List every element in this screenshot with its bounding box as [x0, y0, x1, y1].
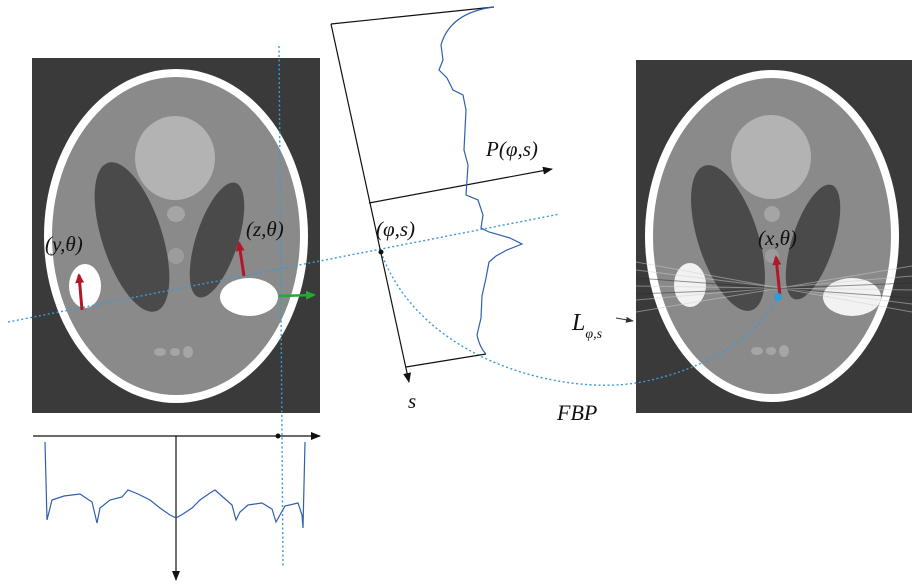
label-line-L: Lφ,s: [571, 310, 603, 342]
label-line-L-main: L: [571, 310, 585, 336]
green-arrow: [279, 295, 314, 296]
label-s-axis: s: [408, 389, 416, 413]
phi-s-point: [379, 250, 384, 255]
reconstruction-point: [774, 293, 782, 301]
bottom-tick: [406, 354, 486, 367]
label-x-theta: (x,θ): [758, 226, 797, 250]
label-projection: P(φ,s): [485, 137, 538, 161]
bottom-profile: [45, 442, 305, 528]
projection-profile: [439, 7, 522, 354]
line-pointer-arrow: [616, 318, 633, 321]
label-z-theta: (z,θ): [246, 217, 284, 241]
label-phi-s: (φ,s): [376, 217, 415, 241]
label-y-theta: (y,θ): [45, 232, 83, 256]
label-fbp: FBP: [556, 400, 597, 425]
bottom-axis-point: [276, 434, 281, 439]
label-line-L-subscript: φ,s: [585, 327, 602, 342]
top-tick: [331, 7, 494, 24]
projection-axis: [369, 169, 552, 203]
